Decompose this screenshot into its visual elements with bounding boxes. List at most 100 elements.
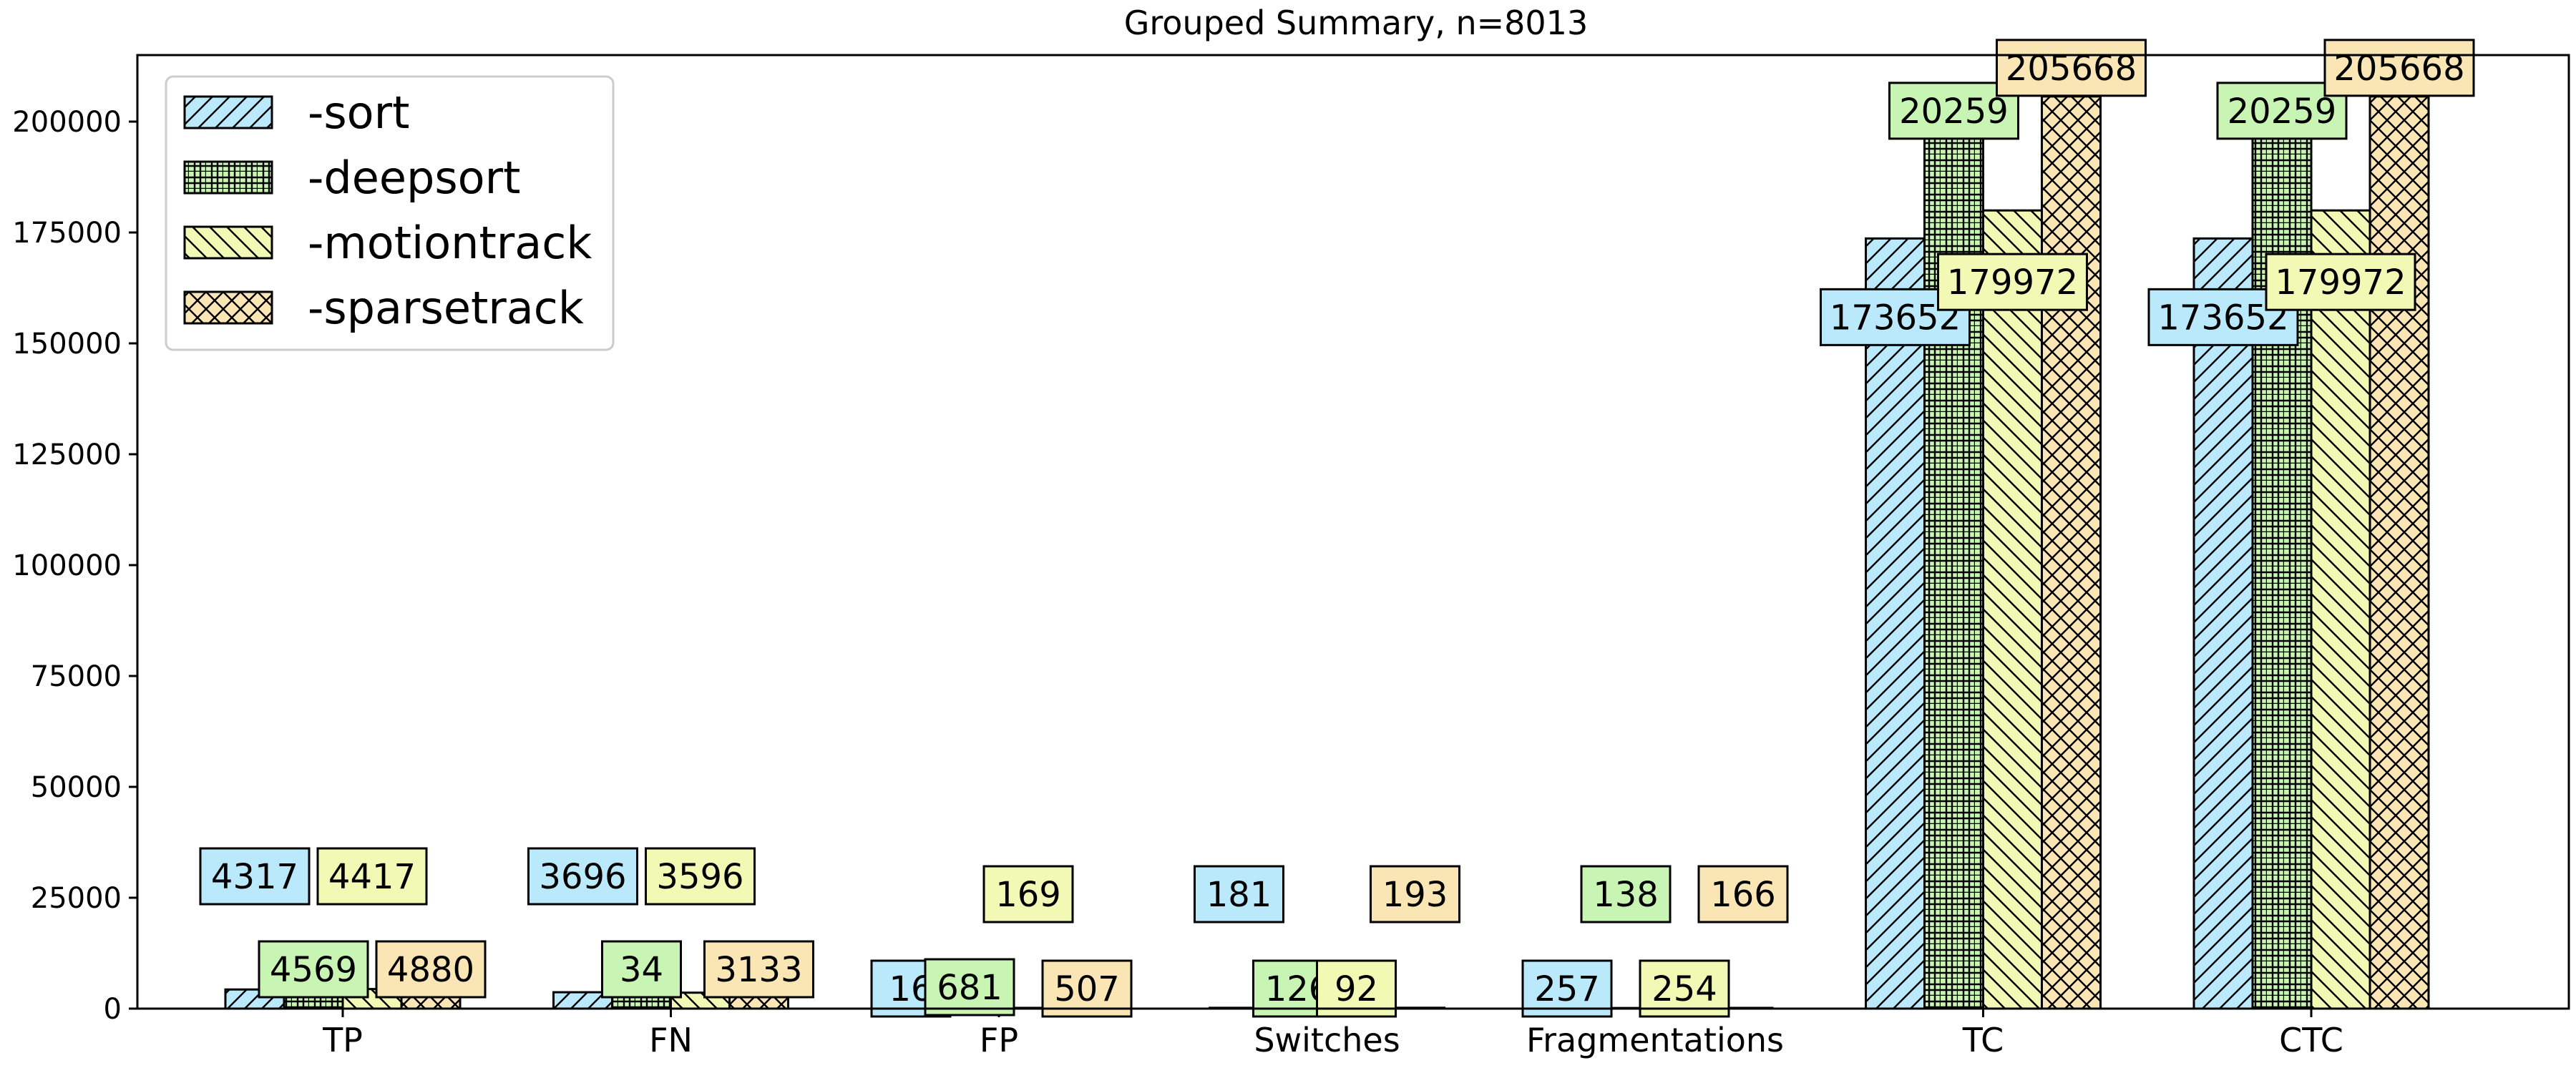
bar-ctc-motiontrack: [2310, 209, 2371, 1010]
y-tick-label: 50000: [31, 771, 122, 804]
x-tick-label-switches: Switches: [1254, 1021, 1400, 1059]
data-label-tp-sparsetrack: 4880: [375, 940, 487, 999]
data-label-text: 181: [1206, 875, 1272, 915]
y-tick-label: 175000: [12, 217, 122, 250]
y-tick-label: 75000: [31, 660, 122, 693]
data-label-box: [1937, 253, 2088, 311]
data-label-fn-sort: 3696: [527, 847, 638, 906]
legend-swatch-sparsetrack: [183, 290, 273, 325]
bar-tc-sparsetrack: [2041, 95, 2102, 1010]
data-label-box: [1580, 865, 1672, 923]
legend-label-sparsetrack: -sparsetrack: [308, 282, 584, 334]
data-label-fragmentations-sort: 257: [1521, 959, 1613, 1018]
data-label-box: [1996, 39, 2147, 97]
data-label-box: [316, 847, 428, 906]
data-label-fn-sparsetrack: 3133: [703, 940, 814, 999]
data-label-text: 34: [620, 950, 663, 990]
data-label-box: [1194, 865, 1284, 923]
data-label-text: 3696: [539, 857, 626, 897]
data-label-box: [2265, 253, 2416, 311]
data-label-text: 507: [1054, 969, 1120, 1009]
y-tick-label: 125000: [12, 438, 122, 471]
chart-title: Grouped Summary, n=8013: [1124, 4, 1588, 42]
data-label-box: [375, 940, 487, 999]
data-label-box: [199, 847, 311, 906]
data-label-fn-deepsort: 34: [601, 940, 682, 999]
legend-label-motiontrack: -motiontrack: [308, 217, 592, 269]
data-label-box: [1316, 959, 1397, 1018]
data-label-tp-deepsort: 4569: [258, 940, 369, 999]
data-label-box: [1697, 865, 1789, 923]
plot-frame: [136, 54, 2570, 1010]
data-label-fp-deepsort: 681: [924, 958, 1015, 1016]
data-label-box: [645, 847, 756, 906]
data-label-fragmentations-motiontrack: 254: [1639, 959, 1730, 1018]
data-label-tc-sparsetrack: 205668: [1996, 39, 2147, 97]
bar-ctc-deepsort: [2251, 109, 2313, 1010]
x-axis: TP FN FP Switches Fragmentations TC CTC: [322, 1009, 2343, 1059]
data-label-fn-motiontrack: 3596: [645, 847, 756, 906]
legend-label-deepsort: -deepsort: [308, 152, 520, 204]
y-tick-label: 150000: [12, 328, 122, 361]
data-label-fragmentations-sparsetrack: 166: [1697, 865, 1789, 923]
data-label-text: 254: [1652, 969, 1717, 1009]
data-label-ctc-sort: 173652: [2147, 288, 2299, 346]
data-label-box: [1041, 959, 1133, 1018]
y-axis: 0 25000 50000 75000 100000 125000 150000 175000…: [12, 106, 137, 1026]
data-label-ctc-sparsetrack: 205668: [2323, 39, 2475, 97]
data-label-text: 257: [1534, 969, 1600, 1009]
data-label-fp-motiontrack: 169: [982, 865, 1074, 923]
data-label-box: [2323, 39, 2475, 97]
x-tick-label-fragmentations: Fragmentations: [1526, 1021, 1784, 1059]
legend-swatch-deepsort: [183, 160, 273, 195]
y-tick-label: 25000: [31, 882, 122, 915]
data-label-box: [924, 958, 1015, 1016]
data-label-text: 3133: [715, 950, 802, 990]
data-label-text: 20259: [1899, 92, 2009, 132]
data-label-text: 20259: [2228, 92, 2337, 132]
legend-box: [165, 75, 615, 351]
data-label-switches-sort: 181: [1194, 865, 1284, 923]
data-label-tp-sort: 4317: [199, 847, 311, 906]
y-tick-label: 200000: [12, 106, 122, 139]
x-tick-label-fp: FP: [980, 1021, 1018, 1059]
data-label-fragmentations-deepsort: 138: [1580, 865, 1672, 923]
data-label-switches-motiontrack: 92: [1316, 959, 1397, 1018]
data-label-text: 179972: [2275, 263, 2406, 303]
data-label-tp-motiontrack: 4417: [316, 847, 428, 906]
data-label-switches-sparsetrack: 193: [1370, 865, 1460, 923]
data-label-text: 4417: [328, 857, 416, 897]
x-tick-label-ctc: CTC: [2279, 1021, 2343, 1059]
legend-swatch-sort: [183, 95, 273, 129]
legend: -sort -deepsort -motiontrack -sparsetrack: [165, 75, 615, 351]
data-label-box: [982, 865, 1074, 923]
bar-tc-deepsort: [1923, 109, 1984, 1010]
data-label-fp-sparsetrack: 507: [1041, 959, 1133, 1018]
bar-ctc-sparsetrack: [2368, 95, 2430, 1010]
data-label-tc-deepsort: 20259: [1888, 82, 2019, 140]
x-tick-label-tc: TC: [1962, 1021, 2004, 1059]
x-tick-label-fn: FN: [649, 1021, 693, 1059]
data-label-box: [527, 847, 638, 906]
x-tick-label-tp: TP: [322, 1021, 363, 1059]
bar-ctc-sort: [2192, 237, 2254, 1010]
data-label-ctc-motiontrack: 179972: [2265, 253, 2416, 311]
data-label-text: 681: [937, 968, 1002, 1008]
legend-label-sort: -sort: [308, 87, 409, 139]
data-label-text: 4317: [211, 857, 298, 897]
data-label-box: [601, 940, 682, 999]
bar-tc-motiontrack: [1982, 209, 2043, 1010]
data-label-box: [1370, 865, 1460, 923]
data-label-text: 169: [995, 875, 1061, 915]
bar-tc-sort: [1865, 237, 1926, 1010]
y-tick-label: 0: [104, 993, 122, 1026]
data-label-box: [703, 940, 814, 999]
data-label-text: 138: [1593, 875, 1659, 915]
data-label-box: [1521, 959, 1613, 1018]
data-label-text: 92: [1335, 969, 1378, 1009]
data-label-text: 4880: [387, 950, 474, 990]
data-label-text: 179972: [1947, 263, 2078, 303]
